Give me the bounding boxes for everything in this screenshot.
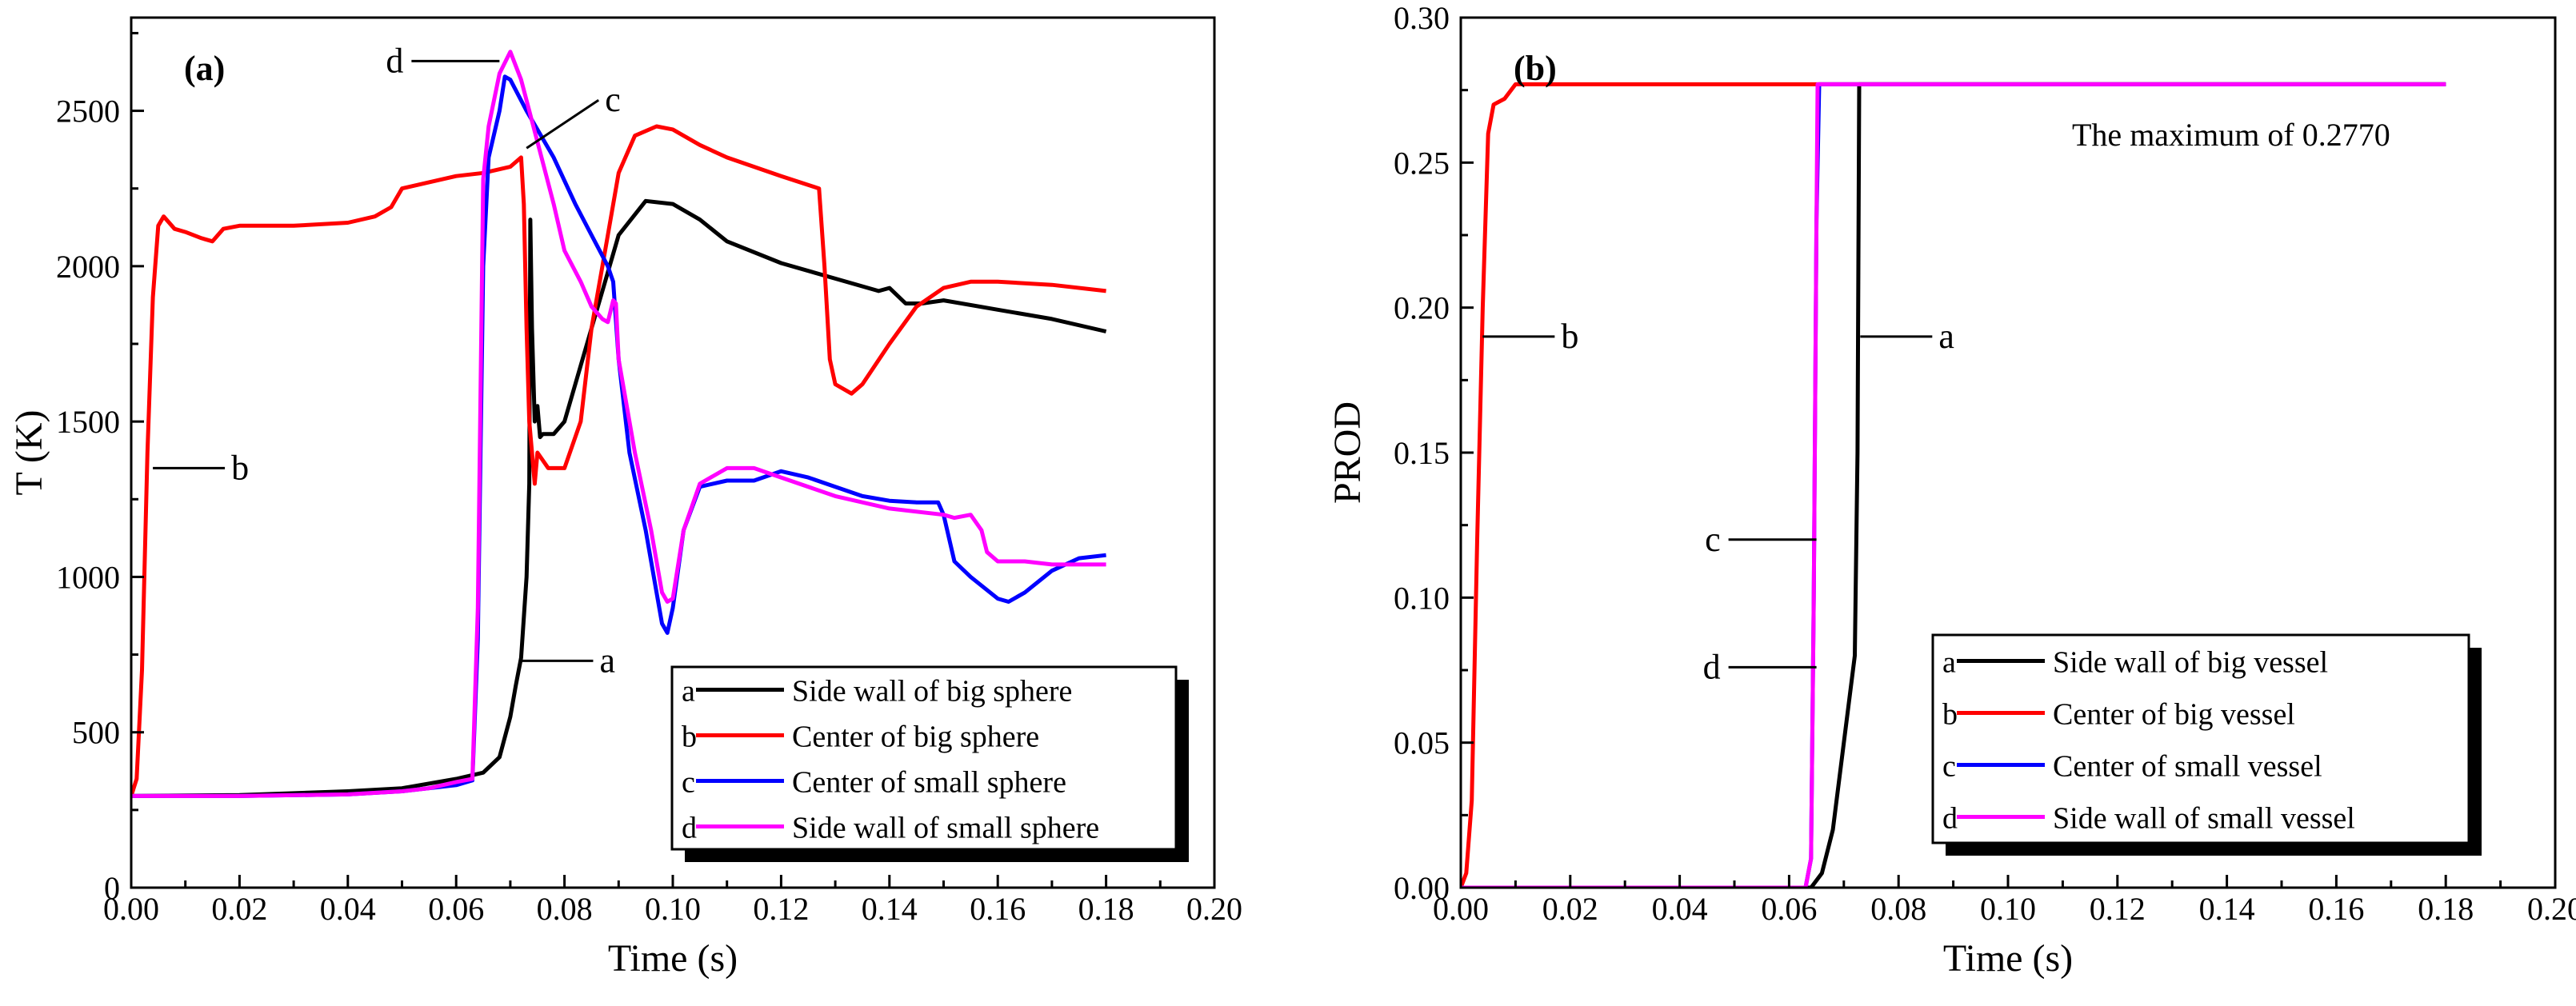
curve-label-b: b xyxy=(231,448,249,487)
y-tick-label: 2000 xyxy=(56,249,120,285)
curve-label-a: a xyxy=(599,641,615,680)
legend-key-c: c xyxy=(682,766,695,800)
x-tick-label: 0.16 xyxy=(2308,891,2364,927)
y-tick-label: 1500 xyxy=(56,404,120,440)
legend-key-d: d xyxy=(682,812,697,845)
x-tick-label: 0.18 xyxy=(1078,891,1134,927)
curve-label-d: d xyxy=(1703,647,1721,686)
x-tick-label: 0.06 xyxy=(1761,891,1817,927)
x-tick-label: 0.08 xyxy=(537,891,593,927)
legend: a Side wall of big sphere b Center of big s… xyxy=(670,665,1189,862)
legend-label-d: Side wall of small vessel xyxy=(2053,802,2355,836)
y-axis-title: PROD xyxy=(1326,401,1369,504)
chart-a: 0.00 0.02 0.04 0.06 0.08 0.10 0.12 0.14 0.16 0.18… xyxy=(8,16,1242,980)
y-tick-label: 1000 xyxy=(56,559,120,595)
x-tick-label: 0.10 xyxy=(1980,891,2036,927)
legend-key-b: b xyxy=(1942,698,1958,732)
series-line-a xyxy=(1461,82,2446,888)
max-annotation: The maximum of 0.2770 xyxy=(2072,117,2390,153)
curve-label-c: c xyxy=(605,80,621,119)
x-tick-label: 0.04 xyxy=(320,891,376,927)
x-tick-label: 0.14 xyxy=(2199,891,2255,927)
y-tick-label: 0.15 xyxy=(1394,435,1450,471)
y-tick-label: 0.05 xyxy=(1394,725,1450,761)
x-tick-label: 0.20 xyxy=(2527,891,2576,927)
x-tick-label: 0.00 xyxy=(1433,891,1489,927)
legend-label-b: Center of big sphere xyxy=(792,721,1039,754)
x-axis-title: Time (s) xyxy=(1943,937,2073,980)
legend: a Side wall of big vessel b Center of big v… xyxy=(1931,633,2482,856)
curve-label-c: c xyxy=(1705,520,1721,559)
y-tick-label: 0.00 xyxy=(1394,870,1450,906)
panel-label: (a) xyxy=(184,49,225,88)
x-tick-label: 0.04 xyxy=(1652,891,1708,927)
y-tick-label: 500 xyxy=(72,715,120,751)
series-line-a xyxy=(131,198,1107,798)
panel-label: (b) xyxy=(1514,49,1557,88)
legend-label-d: Side wall of small sphere xyxy=(792,812,1099,845)
legend-key-a: a xyxy=(682,675,695,709)
curve-label-b: b xyxy=(1561,317,1578,356)
legend-key-a: a xyxy=(1942,646,1956,680)
x-tick-label: 0.14 xyxy=(862,891,918,927)
legend-key-c: c xyxy=(1942,750,1956,784)
series-line-d xyxy=(1461,82,2446,888)
x-tick-label: 0.02 xyxy=(211,891,267,927)
legend-box xyxy=(1931,633,2470,844)
y-tick-label: 0.25 xyxy=(1394,145,1450,181)
x-tick-label: 0.12 xyxy=(2090,891,2146,927)
legend-key-d: d xyxy=(1942,802,1958,836)
x-tick-label: 0.08 xyxy=(1870,891,1926,927)
series-line-d xyxy=(131,50,1106,798)
x-tick-label: 0.02 xyxy=(1542,891,1598,927)
x-tick-label: 0.06 xyxy=(428,891,484,927)
legend-key-b: b xyxy=(682,721,697,754)
legend-label-b: Center of big vessel xyxy=(2053,698,2295,732)
curve-label-leader-c xyxy=(526,98,600,150)
chart-b: 0.00 0.02 0.04 0.06 0.08 0.10 0.12 0.14 0.16 0.18… xyxy=(1326,0,2576,980)
x-tick-label: 0.16 xyxy=(970,891,1026,927)
y-tick-label: 0.20 xyxy=(1394,290,1450,326)
x-tick-label: 0.12 xyxy=(753,891,809,927)
x-tick-label: 0.10 xyxy=(645,891,701,927)
legend-label-c: Center of small sphere xyxy=(792,766,1066,800)
curve-label-a: a xyxy=(1938,317,1954,356)
legend-label-a: Side wall of big sphere xyxy=(792,675,1072,709)
x-axis-title: Time (s) xyxy=(608,937,738,980)
legend-box xyxy=(670,665,1178,851)
series-line-b xyxy=(131,124,1106,797)
x-tick-label: 0.20 xyxy=(1186,891,1242,927)
x-tick-label: 0.00 xyxy=(103,891,159,927)
legend-label-a: Side wall of big vessel xyxy=(2053,646,2328,680)
x-tick-label: 0.18 xyxy=(2418,891,2474,927)
y-tick-label: 2500 xyxy=(56,94,120,130)
series-line-b xyxy=(1461,82,2446,888)
y-tick-label: 0 xyxy=(104,870,120,906)
curve-label-d: d xyxy=(386,41,403,80)
legend-label-c: Center of small vessel xyxy=(2053,750,2322,784)
y-tick-label: 0.30 xyxy=(1394,0,1450,36)
y-axis-title: T (K) xyxy=(8,409,50,495)
y-tick-label: 0.10 xyxy=(1394,580,1450,616)
